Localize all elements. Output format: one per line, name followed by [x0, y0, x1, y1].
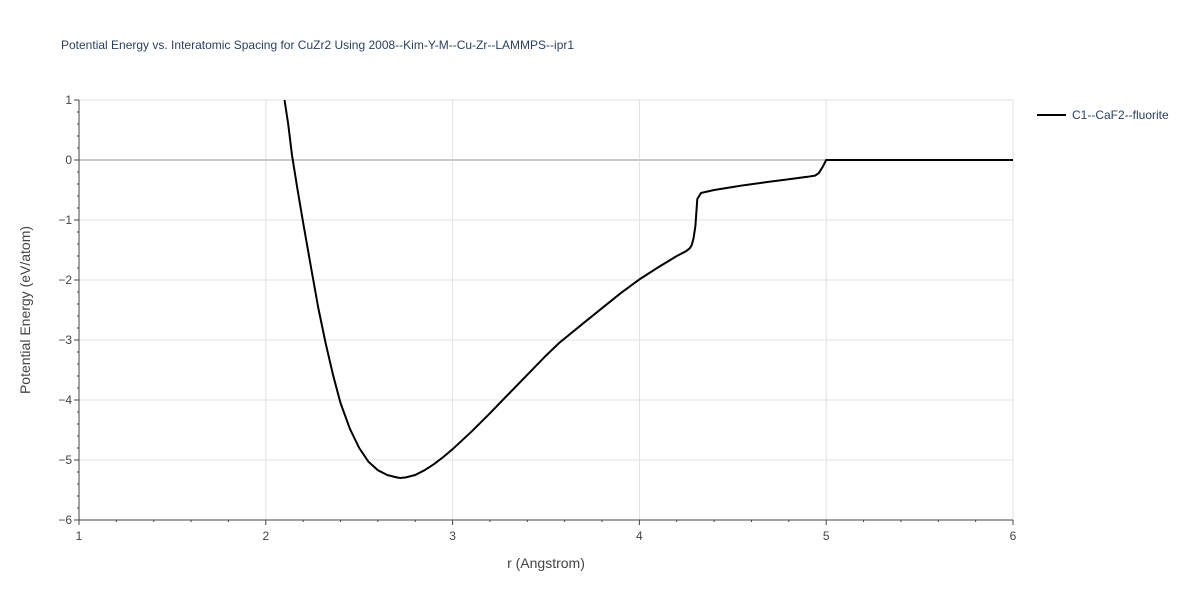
y-tick-label: −3	[58, 333, 72, 347]
series-line	[283, 99, 1013, 479]
y-axis-title: Potential Energy (eV/atom)	[17, 226, 33, 394]
y-tick-label: 0	[65, 153, 72, 167]
x-tick-label: 2	[262, 529, 269, 543]
tick-labels: 1 2 3 4 5 6 1 0 −1 −2 −3 −4 −5 −6	[58, 93, 1016, 543]
y-tick-label: −1	[58, 213, 72, 227]
x-tick-label: 3	[449, 529, 456, 543]
y-tick-label: −6	[58, 513, 72, 527]
chart-title: Potential Energy vs. Interatomic Spacing…	[61, 38, 575, 52]
y-tick-label: −2	[58, 273, 72, 287]
legend-label: C1--CaF2--fluorite	[1072, 108, 1169, 122]
x-axis-title: r (Angstrom)	[507, 555, 585, 571]
y-tick-label: −5	[58, 453, 72, 467]
series-layer	[283, 99, 1013, 479]
x-tick-label: 1	[76, 529, 83, 543]
y-tick-label: −4	[58, 393, 72, 407]
axes	[74, 99, 1014, 525]
x-tick-label: 4	[636, 529, 643, 543]
x-tick-label: 6	[1010, 529, 1017, 543]
x-tick-label: 5	[823, 529, 830, 543]
y-tick-label: 1	[65, 93, 72, 107]
grid-lines	[79, 99, 1014, 520]
legend[interactable]: C1--CaF2--fluorite	[1037, 108, 1169, 122]
